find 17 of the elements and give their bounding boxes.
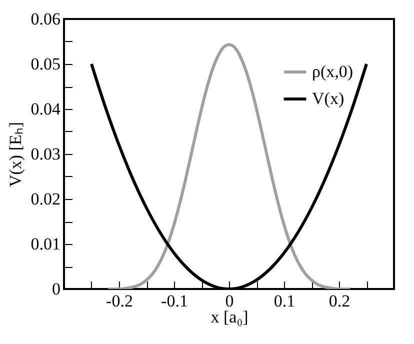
y-tick-label: 0.05 bbox=[30, 54, 60, 74]
legend-label: V(x) bbox=[312, 89, 344, 108]
x-tick-label: -0.1 bbox=[161, 292, 188, 310]
y-tick-label: 0 bbox=[52, 280, 60, 298]
legend-label: ρ(x,0) bbox=[312, 62, 354, 81]
line-series bbox=[106, 43, 352, 289]
x-tick-label: 0 bbox=[225, 292, 234, 310]
y-axis-title: V(x) [Eₕ] bbox=[6, 122, 25, 188]
y-tick-label: 0.04 bbox=[30, 100, 61, 118]
y-tick-label: 0.03 bbox=[30, 144, 60, 164]
y-tick-label: 0.02 bbox=[30, 190, 60, 208]
y-tick-label: 0.01 bbox=[30, 234, 60, 254]
x-axis-title: x [a₀] bbox=[210, 308, 248, 326]
x-tick-label: 0.1 bbox=[274, 292, 296, 310]
y-tick-label: 0.06 bbox=[30, 10, 60, 28]
x-tick-label: -0.2 bbox=[106, 292, 133, 310]
x-tick-label: 0.2 bbox=[328, 292, 350, 310]
